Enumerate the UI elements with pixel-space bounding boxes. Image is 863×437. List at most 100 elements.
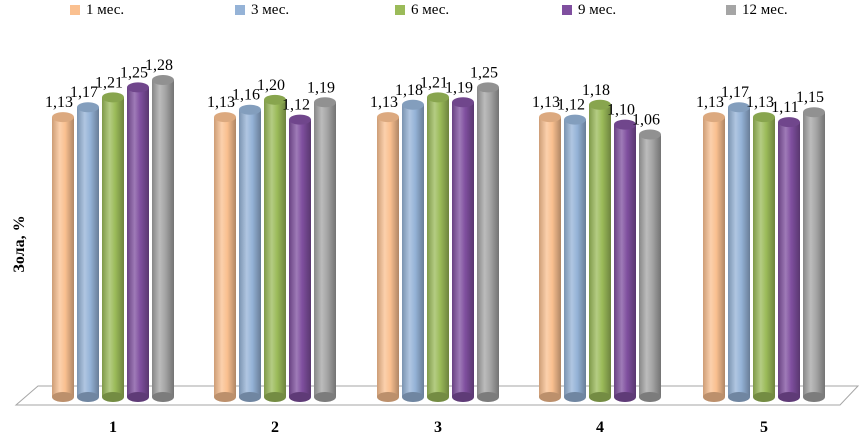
data-label: 1,13	[746, 94, 774, 111]
bar-base	[402, 392, 424, 402]
data-label: 1,10	[607, 102, 635, 119]
data-labels-group: 1,131,171,211,251,281,131,161,201,121,19…	[45, 57, 824, 128]
bar-cat2-s4	[289, 114, 311, 402]
data-label: 1,20	[257, 77, 285, 94]
bar-cat3-s3	[427, 92, 449, 402]
x-tick-label: 4	[596, 419, 604, 436]
bar-base	[803, 392, 825, 402]
bar-cap	[614, 119, 636, 130]
legend-item-3: 3 мес.	[235, 0, 289, 20]
bar-cat1-s4	[127, 82, 149, 402]
bar-body	[639, 134, 661, 397]
data-label: 1,12	[282, 97, 310, 114]
bar-base	[377, 392, 399, 402]
bar-body	[614, 124, 636, 397]
legend-label-12: 12 мес.	[742, 1, 788, 18]
bar-body	[427, 97, 449, 397]
bar-base	[728, 392, 750, 402]
bar-body	[264, 99, 286, 397]
bar-body	[314, 102, 336, 397]
bar-cat1-s2	[77, 102, 99, 402]
data-label: 1,13	[532, 94, 560, 111]
bar-base	[264, 392, 286, 402]
bar-cat4-s4	[614, 119, 636, 402]
bar-base	[102, 392, 124, 402]
bar-body	[214, 117, 236, 397]
legend-item-12: 12 мес.	[726, 0, 788, 20]
legend: 1 мес. 3 мес. 6 мес. 9 мес. 12 мес.	[70, 0, 830, 20]
bar-cap	[728, 102, 750, 113]
bar-cat2-s3	[264, 94, 286, 402]
x-tick-label: 5	[760, 419, 768, 436]
bar-body	[728, 107, 750, 397]
data-label: 1,16	[232, 87, 260, 104]
bar-cat4-s1	[539, 112, 561, 402]
legend-label-3: 3 мес.	[251, 1, 290, 18]
bar-base	[564, 392, 586, 402]
bar-body	[102, 97, 124, 397]
bar-base	[452, 392, 474, 402]
bar-body	[778, 122, 800, 397]
bar-cap	[703, 112, 725, 123]
data-label: 1,25	[470, 64, 498, 81]
data-label: 1,17	[70, 84, 98, 101]
x-ticks-group: 1 2 3 4 5	[109, 419, 768, 436]
bar-base	[77, 392, 99, 402]
data-label: 1,17	[721, 84, 749, 101]
bar-body	[703, 117, 725, 397]
bar-cat2-s1	[214, 112, 236, 402]
bar-cap	[539, 112, 561, 123]
legend-swatch-1	[70, 5, 80, 15]
bar-body	[127, 87, 149, 397]
bar-body	[52, 117, 74, 397]
data-label: 1,19	[445, 79, 473, 96]
bar-base	[52, 392, 74, 402]
bar-cat5-s2	[728, 102, 750, 402]
legend-item-1: 1 мес.	[70, 0, 124, 20]
bar-body	[589, 104, 611, 397]
bar-cap	[753, 112, 775, 123]
bar-cat3-s4	[452, 97, 474, 402]
data-label: 1,13	[696, 94, 724, 111]
legend-swatch-12	[726, 5, 736, 15]
bar-cap	[402, 99, 424, 110]
bar-cap	[564, 114, 586, 125]
bar-cap	[778, 117, 800, 128]
bar-base	[639, 392, 661, 402]
bar-cap	[127, 82, 149, 93]
data-label: 1,18	[395, 82, 423, 99]
data-label: 1,28	[145, 57, 173, 74]
bar-cap	[77, 102, 99, 113]
data-label: 1,18	[582, 82, 610, 99]
legend-swatch-6	[395, 5, 405, 15]
bar-cap	[52, 112, 74, 123]
bar-cap	[452, 97, 474, 108]
bar-base	[314, 392, 336, 402]
bar-base	[214, 392, 236, 402]
bar-cat3-s5	[477, 82, 499, 402]
legend-label-9: 9 мес.	[578, 1, 617, 18]
bar-body	[803, 112, 825, 397]
bar-base	[152, 392, 174, 402]
bar-cat4-s5	[639, 129, 661, 402]
bar-base	[753, 392, 775, 402]
bar-cat5-s4	[778, 117, 800, 402]
bar-cap	[264, 94, 286, 105]
bar-base	[589, 392, 611, 402]
bar-body	[402, 104, 424, 397]
bar-base	[127, 392, 149, 402]
bars-group	[52, 75, 825, 402]
bar-cat2-s5	[314, 97, 336, 402]
bar-base	[477, 392, 499, 402]
bar-body	[539, 117, 561, 397]
bar-cap	[427, 92, 449, 103]
data-label: 1,15	[796, 89, 824, 106]
bar-base	[427, 392, 449, 402]
legend-swatch-9	[562, 5, 572, 15]
bar-cap	[589, 99, 611, 110]
bar-cap	[239, 104, 261, 115]
x-tick-label: 2	[271, 419, 279, 436]
bar-cat1-s3	[102, 92, 124, 402]
bar-cap	[477, 82, 499, 93]
